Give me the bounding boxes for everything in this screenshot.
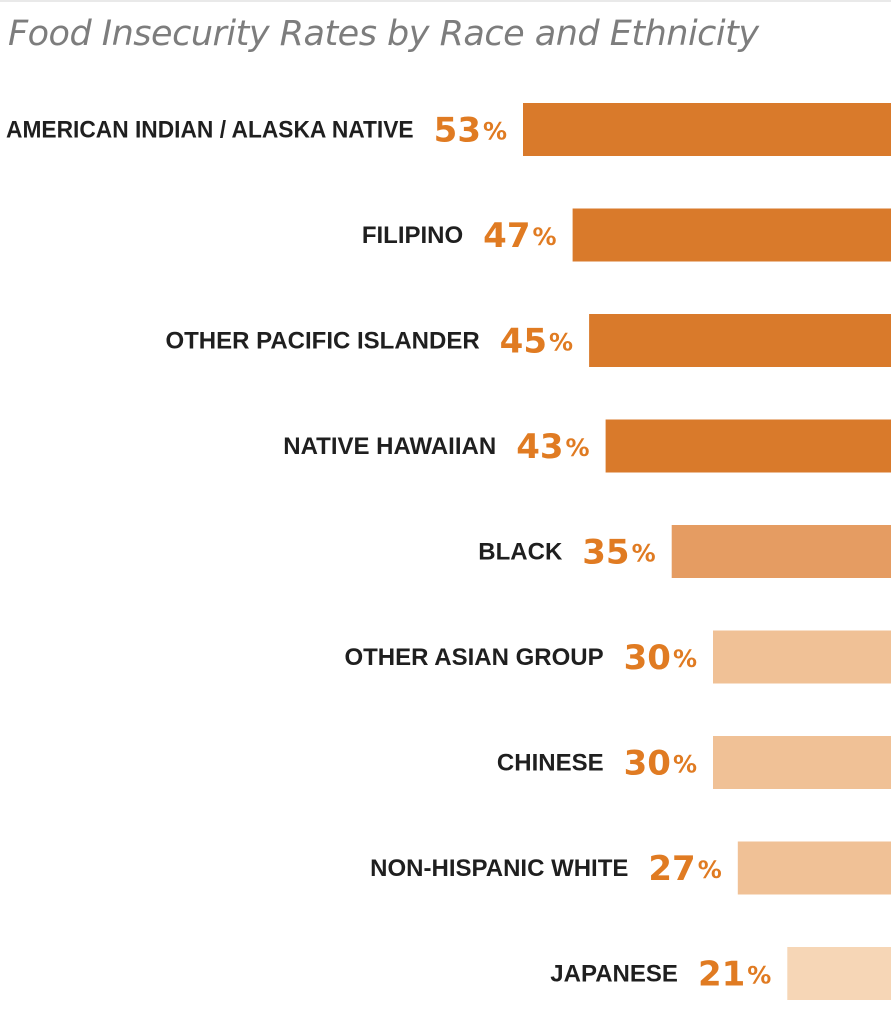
value-unit-0: % bbox=[483, 118, 507, 146]
category-label-2: OTHER PACIFIC ISLANDER bbox=[165, 328, 479, 355]
value-label-5: 30 bbox=[624, 638, 671, 678]
value-unit-4: % bbox=[632, 540, 656, 568]
bar-3 bbox=[605, 419, 891, 473]
value-label-3: 43 bbox=[516, 427, 563, 467]
value-unit-2: % bbox=[549, 329, 573, 357]
value-unit-6: % bbox=[673, 751, 697, 779]
bar-8 bbox=[787, 947, 891, 1000]
bar-0 bbox=[523, 103, 891, 156]
value-label-6: 30 bbox=[624, 744, 671, 784]
bar-4 bbox=[671, 525, 891, 578]
value-label-8: 21 bbox=[698, 955, 745, 995]
value-unit-5: % bbox=[673, 645, 697, 673]
value-unit-8: % bbox=[747, 962, 771, 990]
bar-7 bbox=[737, 841, 891, 895]
bar-6 bbox=[713, 736, 891, 789]
value-unit-1: % bbox=[533, 223, 557, 251]
value-label-2: 45 bbox=[500, 322, 547, 362]
category-label-8: JAPANESE bbox=[550, 961, 678, 988]
value-unit-7: % bbox=[698, 856, 722, 884]
bars-group bbox=[523, 103, 891, 1000]
category-label-7: NON-HISPANIC WHITE bbox=[370, 855, 628, 882]
category-label-5: OTHER ASIAN GROUP bbox=[344, 644, 603, 671]
category-label-1: FILIPINO bbox=[362, 222, 463, 249]
value-unit-3: % bbox=[566, 434, 590, 462]
bar-2 bbox=[589, 314, 891, 367]
category-label-0: AMERICAN INDIAN / ALASKA NATIVE bbox=[6, 117, 414, 144]
chart-title: Food Insecurity Rates by Race and Ethnic… bbox=[8, 14, 759, 54]
value-label-0: 53 bbox=[434, 111, 481, 151]
bar-1 bbox=[572, 208, 891, 262]
value-label-4: 35 bbox=[582, 533, 629, 573]
bar-5 bbox=[713, 630, 891, 684]
category-label-3: NATIVE HAWAIIAN bbox=[283, 433, 496, 460]
category-label-6: CHINESE bbox=[497, 750, 604, 777]
value-label-1: 47 bbox=[483, 216, 530, 256]
category-label-4: BLACK bbox=[478, 539, 563, 566]
value-label-7: 27 bbox=[648, 849, 695, 889]
top-rule bbox=[0, 0, 891, 2]
